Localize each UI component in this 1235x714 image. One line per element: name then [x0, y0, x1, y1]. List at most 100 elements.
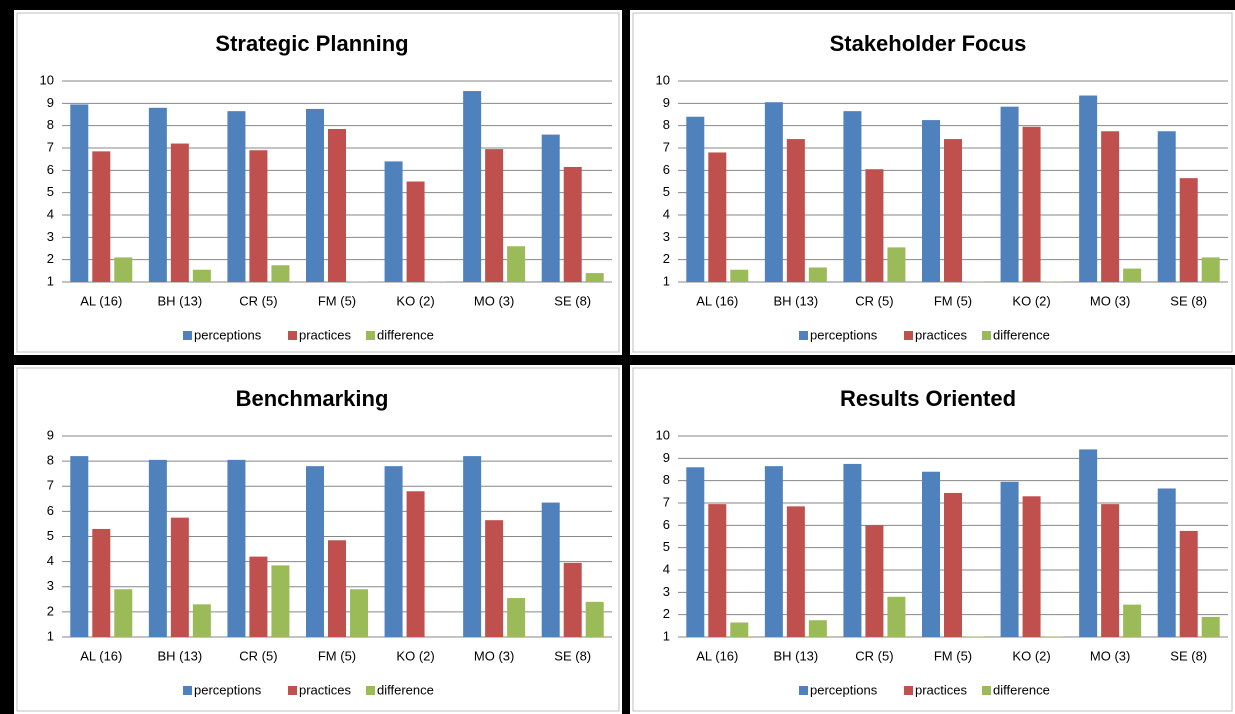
y-tick-label: 9 — [47, 95, 54, 110]
bar — [686, 116, 705, 282]
legend-label: perceptions — [194, 682, 262, 697]
bar — [764, 102, 783, 282]
bar — [507, 246, 526, 282]
legend-label: perceptions — [194, 327, 262, 342]
legend-label: practices — [299, 327, 352, 342]
legend-swatch — [288, 331, 297, 340]
x-tick-label: KO (2) — [396, 293, 434, 308]
x-tick-label: AL (16) — [80, 648, 122, 663]
legend-label: difference — [993, 682, 1050, 697]
bar — [170, 517, 189, 637]
bar — [148, 107, 167, 282]
bar — [1000, 481, 1019, 637]
legend-label: practices — [915, 327, 968, 342]
bar — [563, 166, 582, 282]
bar — [328, 540, 346, 637]
x-tick-label: CR (5) — [239, 648, 277, 663]
bar — [507, 598, 526, 637]
x-tick-label: MO (3) — [474, 293, 514, 308]
x-tick-label: MO (3) — [474, 648, 514, 663]
x-tick-label: KO (2) — [1012, 648, 1050, 663]
y-tick-label: 9 — [47, 427, 54, 442]
bar — [249, 556, 268, 637]
bar — [463, 456, 482, 637]
bar — [306, 108, 324, 283]
bar — [541, 502, 560, 637]
x-tick-label: AL (16) — [80, 293, 122, 308]
bar — [944, 492, 962, 637]
y-tick-label: 6 — [47, 503, 54, 518]
bar — [1157, 488, 1176, 637]
bar — [384, 161, 403, 282]
y-tick-label: 8 — [47, 453, 54, 468]
legend-swatch — [366, 686, 375, 695]
legend-label: difference — [377, 327, 434, 342]
x-tick-label: AL (16) — [696, 648, 738, 663]
bar — [1123, 604, 1142, 637]
y-tick-label: 1 — [663, 273, 670, 288]
bar — [227, 459, 246, 637]
y-tick-label: 10 — [40, 72, 54, 87]
y-tick-label: 4 — [663, 561, 670, 576]
bar — [708, 152, 727, 282]
y-tick-label: 3 — [47, 578, 54, 593]
bar — [730, 622, 749, 637]
legend-label: practices — [915, 682, 968, 697]
bar — [808, 267, 827, 282]
y-tick-label: 10 — [656, 72, 670, 87]
chart-title: Results Oriented — [840, 386, 1016, 411]
bar — [328, 129, 346, 282]
bar — [686, 467, 705, 637]
y-tick-label: 2 — [663, 606, 670, 621]
bar — [350, 589, 368, 637]
x-tick-label: BH (13) — [773, 293, 818, 308]
bar — [306, 466, 324, 637]
y-tick-label: 6 — [663, 517, 670, 532]
legend-label: practices — [299, 682, 352, 697]
bar — [1101, 504, 1120, 637]
x-tick-label: KO (2) — [396, 648, 434, 663]
bar — [384, 466, 403, 637]
x-tick-label: AL (16) — [696, 293, 738, 308]
x-tick-label: KO (2) — [1012, 293, 1050, 308]
legend-swatch — [183, 686, 192, 695]
y-tick-label: 5 — [47, 528, 54, 543]
y-tick-label: 10 — [656, 427, 670, 442]
y-tick-label: 3 — [47, 229, 54, 244]
legend-swatch — [366, 331, 375, 340]
bar — [541, 134, 560, 282]
bar — [1022, 496, 1041, 637]
x-tick-label: BH (13) — [157, 293, 202, 308]
legend-label: perceptions — [810, 327, 878, 342]
bar — [406, 181, 425, 282]
bar — [585, 601, 604, 637]
bar — [463, 91, 482, 282]
bar — [730, 269, 749, 282]
bar — [70, 456, 89, 637]
bar — [92, 528, 111, 637]
legend-swatch — [904, 331, 913, 340]
bar — [1201, 257, 1220, 282]
bar — [1000, 106, 1019, 282]
bar — [843, 111, 862, 283]
bar — [708, 504, 727, 637]
y-tick-label: 8 — [663, 472, 670, 487]
bar — [563, 562, 582, 637]
x-tick-label: SE (8) — [554, 293, 591, 308]
bar — [922, 120, 940, 282]
y-tick-label: 1 — [663, 628, 670, 643]
bar — [70, 104, 89, 282]
legend-swatch — [904, 686, 913, 695]
y-tick-label: 7 — [47, 478, 54, 493]
chart-frame — [632, 367, 1233, 712]
bar — [922, 471, 940, 637]
chart-frame — [632, 12, 1233, 353]
bar — [887, 247, 906, 282]
chart-title: Stakeholder Focus — [830, 31, 1027, 56]
x-tick-label: BH (13) — [157, 648, 202, 663]
y-tick-label: 4 — [47, 553, 54, 568]
y-tick-label: 3 — [663, 584, 670, 599]
legend-swatch — [288, 686, 297, 695]
y-tick-label: 2 — [663, 251, 670, 266]
